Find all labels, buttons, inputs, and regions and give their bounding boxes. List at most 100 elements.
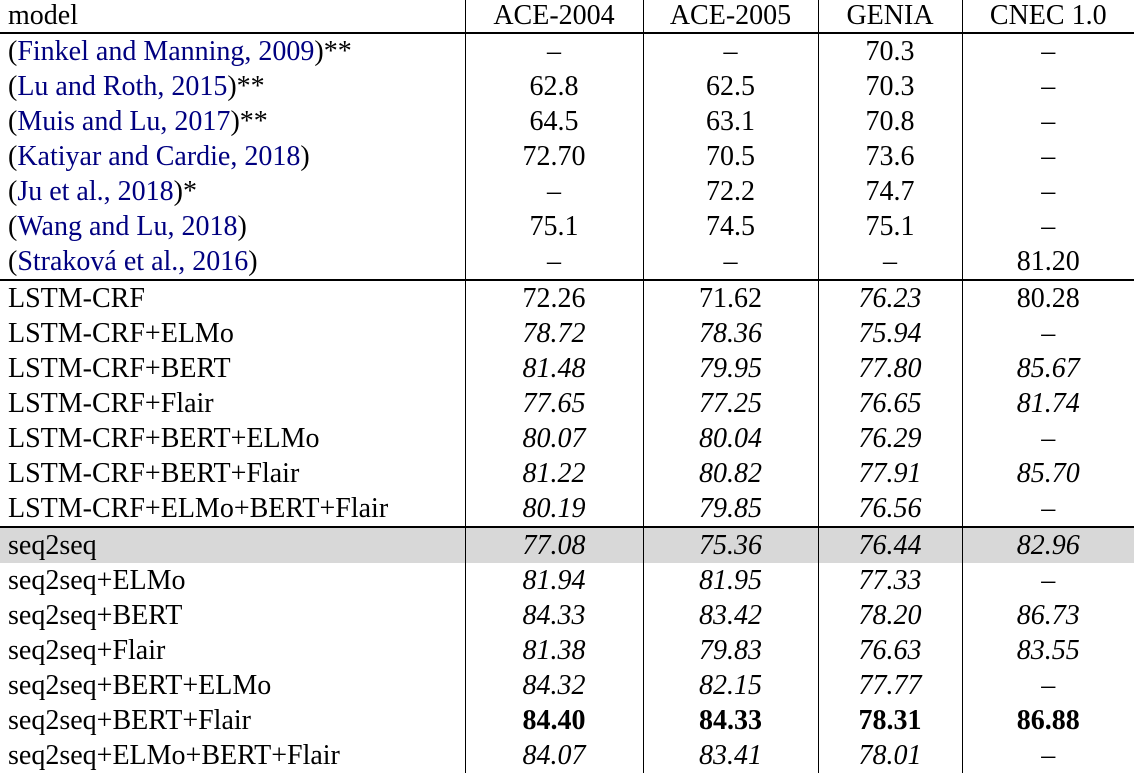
value-cell: 75.1 (818, 209, 963, 244)
value-cell: 74.5 (643, 209, 819, 244)
value-cell: 81.95 (643, 563, 819, 598)
value-cell: 86.73 (1016, 600, 1080, 631)
value-cell: 62.8 (465, 69, 644, 104)
value-cell: 79.95 (643, 351, 819, 386)
citation-link[interactable]: Lu and Roth, 2015 (17, 71, 228, 102)
value-cell: 78.20 (818, 598, 963, 633)
value-cell: 64.5 (465, 104, 644, 139)
model-cell: LSTM-CRF+ELMo (0, 316, 466, 351)
value-cell: 80.19 (465, 491, 644, 527)
value-cell: 80.82 (643, 456, 819, 491)
value-cell: 86.88 (1016, 705, 1080, 736)
cite-paren-close: ) (237, 211, 247, 242)
table-row: seq2seq+ELMo 81.94 81.95 77.33 – (0, 563, 1134, 598)
model-cell: (Finkel and Manning, 2009)** (0, 33, 466, 69)
value-cell: 76.23 (818, 280, 963, 316)
value-cell: 62.5 (643, 69, 819, 104)
column-header-ace2004: ACE-2004 (465, 0, 644, 33)
model-cell: (Katiyar and Cardie, 2018) (0, 139, 466, 174)
model-cell: seq2seq+ELMo+BERT+Flair (0, 738, 466, 773)
value-cell: – (1041, 565, 1056, 596)
model-cell: LSTM-CRF+BERT+Flair (0, 456, 466, 491)
value-cell: 75.36 (643, 527, 819, 563)
value-cell: 79.85 (643, 491, 819, 527)
model-cell: seq2seq+BERT (0, 598, 466, 633)
citation-link[interactable]: Straková et al., 2016 (17, 246, 249, 277)
value-cell: 81.20 (1016, 246, 1080, 277)
value-cell: 84.07 (465, 738, 644, 773)
model-cell: (Ju et al., 2018)* (0, 174, 466, 209)
column-header-genia: GENIA (818, 0, 963, 33)
value-cell: 84.32 (465, 668, 644, 703)
table-row: seq2seq+BERT+ELMo 84.32 82.15 77.77 – (0, 668, 1134, 703)
table-row: LSTM-CRF+Flair 77.65 77.25 76.65 81.74 (0, 386, 1134, 421)
value-cell: 78.36 (643, 316, 819, 351)
citation-link[interactable]: Muis and Lu, 2017 (17, 106, 231, 137)
model-cell: seq2seq (0, 527, 466, 563)
value-cell: 78.01 (818, 738, 963, 773)
value-cell: 72.26 (465, 280, 644, 316)
section-prior-work: (Finkel and Manning, 2009)** – – 70.3 – … (0, 33, 1134, 280)
value-cell: 84.33 (465, 598, 644, 633)
value-cell: – (1041, 670, 1056, 701)
cite-paren-open: ( (8, 36, 18, 67)
value-cell: – (1041, 211, 1056, 242)
cite-paren-open: ( (8, 211, 18, 242)
value-cell: 71.62 (643, 280, 819, 316)
table-row: seq2seq+BERT+Flair 84.40 84.33 78.31 86.… (0, 703, 1134, 738)
table-row: seq2seq 77.08 75.36 76.44 82.96 (0, 527, 1134, 563)
value-cell: 75.94 (818, 316, 963, 351)
cite-paren-open: ( (8, 106, 18, 137)
model-cell: LSTM-CRF (0, 280, 466, 316)
value-cell: – (465, 244, 644, 280)
cite-paren-close: ) (248, 246, 258, 277)
value-cell: 80.07 (465, 421, 644, 456)
value-cell: 77.80 (818, 351, 963, 386)
table-row: seq2seq+BERT 84.33 83.42 78.20 86.73 (0, 598, 1134, 633)
model-cell: LSTM-CRF+BERT (0, 351, 466, 386)
value-cell: – (1041, 423, 1056, 454)
table-row: LSTM-CRF+BERT 81.48 79.95 77.80 85.67 (0, 351, 1134, 386)
value-cell: 85.70 (1016, 458, 1080, 489)
value-cell: 77.25 (643, 386, 819, 421)
value-cell: – (1041, 318, 1056, 349)
citation-link[interactable]: Wang and Lu, 2018 (17, 211, 238, 242)
value-cell: 83.55 (1016, 635, 1080, 666)
value-cell: 81.38 (465, 633, 644, 668)
table-row: LSTM-CRF+BERT+Flair 81.22 80.82 77.91 85… (0, 456, 1134, 491)
value-cell: 82.15 (643, 668, 819, 703)
cite-paren-open: ( (8, 141, 18, 172)
table-row: (Wang and Lu, 2018) 75.1 74.5 75.1 – (0, 209, 1134, 244)
section-lstm-crf: LSTM-CRF 72.26 71.62 76.23 80.28 LSTM-CR… (0, 280, 1134, 527)
value-cell: – (1041, 141, 1056, 172)
cite-paren-close: ) (300, 141, 310, 172)
model-cell: (Straková et al., 2016) (0, 244, 466, 280)
table-row: (Muis and Lu, 2017)** 64.5 63.1 70.8 – (0, 104, 1134, 139)
value-cell: 77.08 (465, 527, 644, 563)
table-row: LSTM-CRF+ELMo 78.72 78.36 75.94 – (0, 316, 1134, 351)
cite-paren-close: )** (230, 106, 268, 137)
value-cell: 80.04 (643, 421, 819, 456)
value-cell: 77.77 (818, 668, 963, 703)
citation-link[interactable]: Katiyar and Cardie, 2018 (17, 141, 301, 172)
value-cell: 84.33 (643, 703, 819, 738)
value-cell: 74.7 (818, 174, 963, 209)
value-cell: 77.33 (818, 563, 963, 598)
value-cell: – (818, 244, 963, 280)
cite-paren-close: )** (227, 71, 265, 102)
value-cell: 78.31 (818, 703, 963, 738)
model-cell: seq2seq+BERT+ELMo (0, 668, 466, 703)
value-cell: – (1041, 71, 1056, 102)
citation-link[interactable]: Finkel and Manning, 2009 (17, 36, 315, 67)
value-cell: 81.74 (1016, 388, 1080, 419)
value-cell: – (1041, 106, 1056, 137)
citation-link[interactable]: Ju et al., 2018 (17, 176, 174, 207)
value-cell: 76.56 (818, 491, 963, 527)
model-cell: (Lu and Roth, 2015)** (0, 69, 466, 104)
model-cell: seq2seq+BERT+Flair (0, 703, 466, 738)
model-cell: LSTM-CRF+BERT+ELMo (0, 421, 466, 456)
value-cell: 78.72 (465, 316, 644, 351)
value-cell: 70.5 (643, 139, 819, 174)
value-cell: 81.22 (465, 456, 644, 491)
